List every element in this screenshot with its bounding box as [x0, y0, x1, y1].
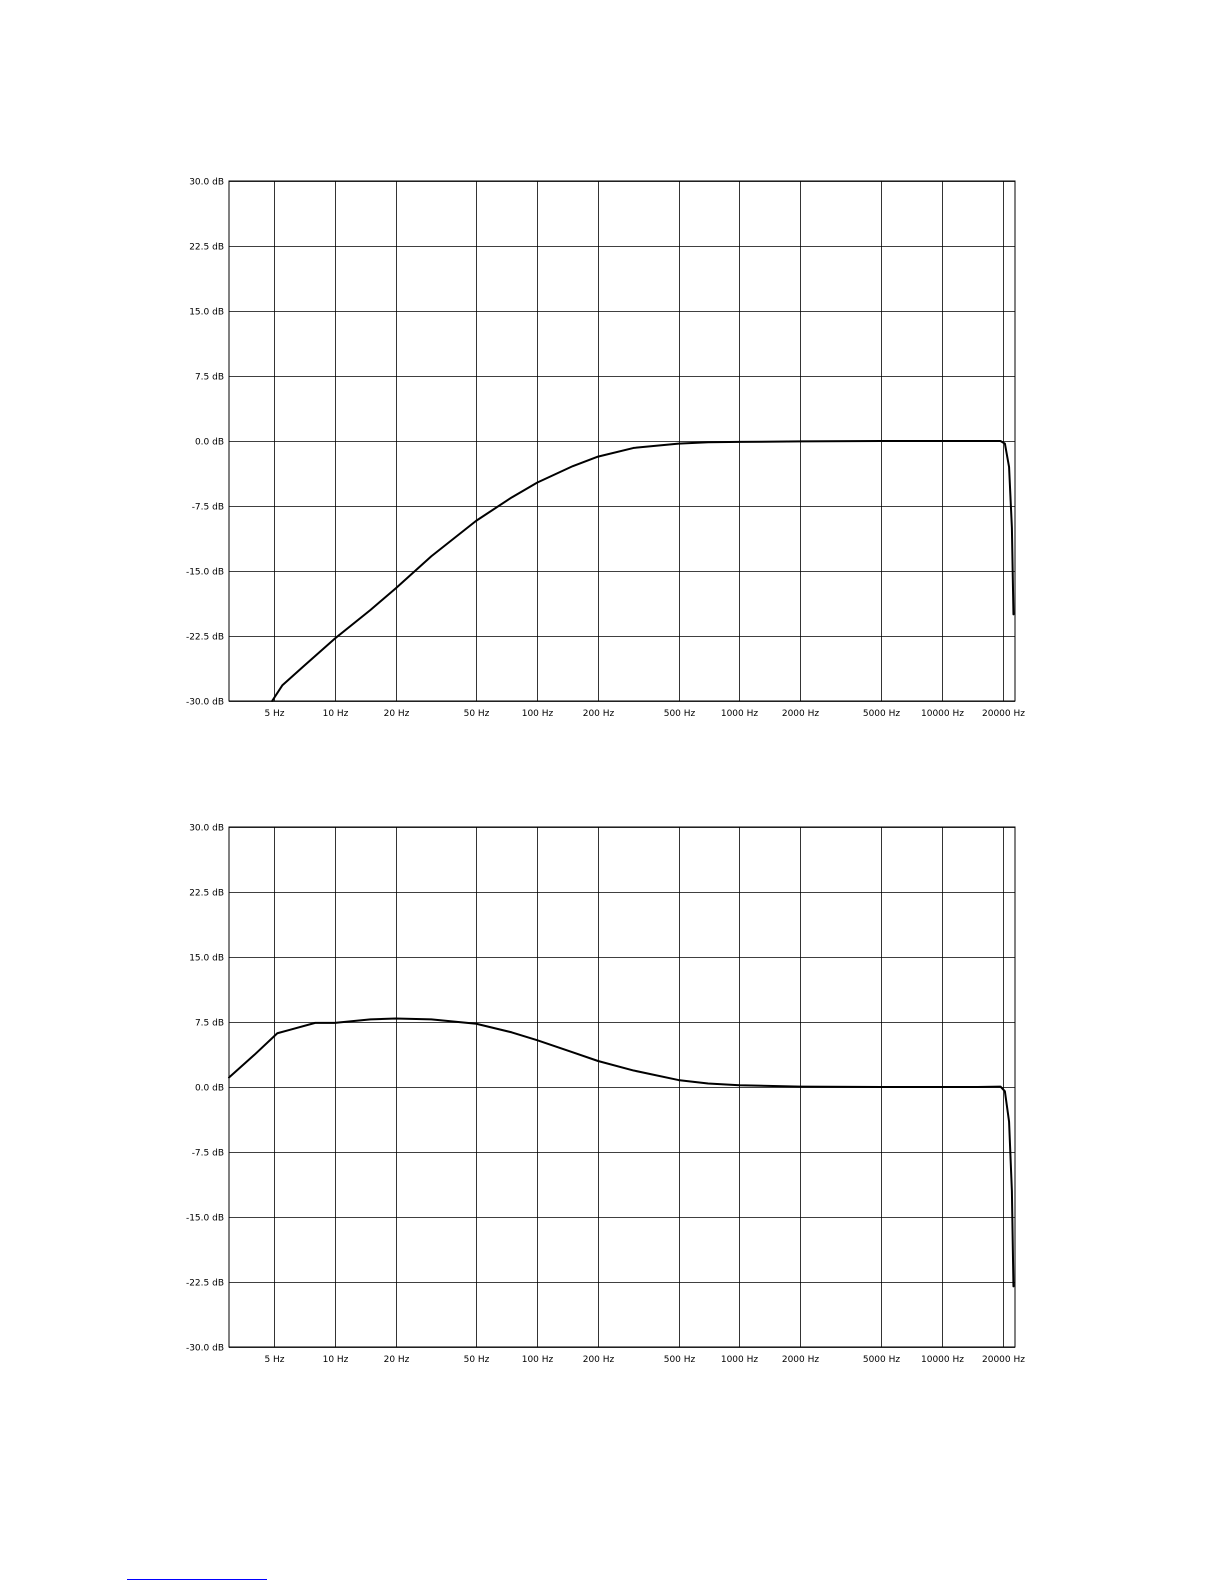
y-tick-label: -7.5 dB: [192, 1149, 224, 1159]
y-tick-label: 15.0 dB: [189, 954, 224, 964]
response-curve: [271, 440, 1015, 702]
x-tick-label: 1000 Hz: [721, 1355, 759, 1365]
y-tick-label: -15.0 dB: [186, 568, 224, 578]
x-tick-label: 200 Hz: [583, 1355, 615, 1365]
y-tick-label: 0.0 dB: [195, 1084, 224, 1094]
response-curve: [228, 1017, 1015, 1288]
y-tick-label: 0.0 dB: [195, 438, 224, 448]
x-tick-label: 20 Hz: [384, 709, 410, 719]
footer-link-underline: [127, 1579, 267, 1580]
x-tick-label: 200 Hz: [583, 709, 615, 719]
y-tick-label: -7.5 dB: [192, 503, 224, 513]
x-tick-label: 10 Hz: [323, 709, 349, 719]
x-tick-label: 10000 Hz: [921, 709, 964, 719]
x-tick-label: 5 Hz: [264, 709, 284, 719]
x-tick-label: 50 Hz: [464, 709, 490, 719]
x-tick-label: 20000 Hz: [982, 709, 1025, 719]
plot-frame: [228, 180, 1016, 702]
chart-2: 30.0 dB 22.5 dB 15.0 dB 7.5 dB 0.0 dB -7.5 dB…: [186, 824, 1025, 1366]
x-tick-label: 5000 Hz: [863, 1355, 901, 1365]
x-tick-label: 5000 Hz: [863, 709, 901, 719]
x-tick-label: 500 Hz: [664, 709, 696, 719]
y-tick-label: -22.5 dB: [186, 1279, 224, 1289]
y-tick-label: -15.0 dB: [186, 1214, 224, 1224]
y-tick-label: 22.5 dB: [189, 889, 224, 899]
y-tick-label: 15.0 dB: [189, 308, 224, 318]
plot-frame: [228, 826, 1016, 1348]
y-tick-label: 7.5 dB: [195, 373, 224, 383]
y-tick-label: -22.5 dB: [186, 633, 224, 643]
x-tick-label: 1000 Hz: [721, 709, 759, 719]
x-tick-label: 500 Hz: [664, 1355, 696, 1365]
x-tick-label: 100 Hz: [522, 1355, 554, 1365]
x-tick-label: 20000 Hz: [982, 1355, 1025, 1365]
chart-1: 30.0 dB 22.5 dB 15.0 dB 7.5 dB 0.0 dB -7.5 dB…: [186, 178, 1025, 720]
y-tick-label: 30.0 dB: [189, 824, 224, 834]
y-tick-label: 22.5 dB: [189, 243, 224, 253]
x-tick-label: 2000 Hz: [782, 709, 820, 719]
y-tick-label: 30.0 dB: [189, 178, 224, 188]
y-tick-label: 7.5 dB: [195, 1019, 224, 1029]
x-tick-label: 5 Hz: [264, 1355, 284, 1365]
x-tick-label: 10 Hz: [323, 1355, 349, 1365]
y-tick-label: -30.0 dB: [186, 1344, 224, 1354]
x-tick-label: 20 Hz: [384, 1355, 410, 1365]
x-tick-label: 100 Hz: [522, 709, 554, 719]
x-tick-label: 2000 Hz: [782, 1355, 820, 1365]
x-tick-label: 10000 Hz: [921, 1355, 964, 1365]
y-tick-label: -30.0 dB: [186, 698, 224, 708]
x-tick-label: 50 Hz: [464, 1355, 490, 1365]
